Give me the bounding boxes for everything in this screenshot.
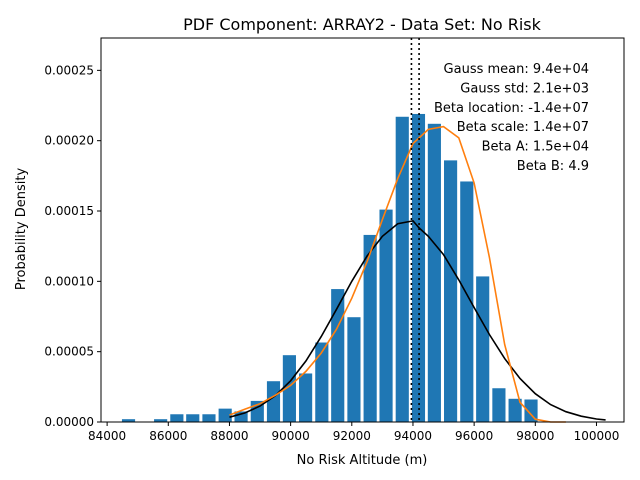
fit-annotation: Beta B: 4.9 — [517, 159, 589, 174]
y-tick-label: 0.00000 — [44, 415, 94, 429]
histogram-bar — [331, 289, 345, 422]
histogram-bar — [315, 342, 329, 422]
histogram-bar — [379, 209, 393, 422]
x-tick-label: 96000 — [455, 429, 493, 443]
histogram-bar — [170, 414, 184, 422]
histogram-bar — [266, 381, 281, 422]
fit-annotation: Beta scale: 1.4e+07 — [457, 120, 589, 135]
fit-annotation: Gauss std: 2.1e+03 — [460, 81, 589, 96]
x-tick-label: 84000 — [88, 429, 126, 443]
histogram-bar — [363, 234, 377, 422]
fit-annotation: Beta A: 1.5e+04 — [482, 140, 589, 155]
histogram-bar — [186, 414, 200, 422]
y-tick-label: 0.00005 — [44, 345, 94, 359]
histogram-bar — [476, 276, 490, 422]
x-tick-label: 94000 — [394, 429, 432, 443]
histogram-bar — [460, 181, 474, 422]
y-axis-label: Probability Density — [14, 168, 29, 291]
x-tick-label: 98000 — [516, 429, 554, 443]
histogram-bar — [234, 411, 248, 422]
histogram-bar — [282, 355, 296, 422]
histogram-bar — [444, 160, 458, 422]
beta-curve — [229, 125, 566, 423]
histogram-bar — [299, 373, 313, 422]
x-tick-label: 100000 — [574, 429, 620, 443]
histogram-bar — [524, 399, 538, 422]
y-tick-label: 0.00025 — [44, 63, 94, 77]
plot-area: 84000 86000 88000 90000 92000 94000 96000 98000… — [44, 37, 625, 443]
x-tick-label: 90000 — [272, 429, 310, 443]
x-tick-label: 86000 — [149, 429, 187, 443]
x-axis-label: No Risk Altitude (m) — [297, 453, 428, 468]
gauss-curve — [229, 220, 606, 421]
x-tick-label: 88000 — [210, 429, 248, 443]
chart-title: PDF Component: ARRAY2 - Data Set: No Ris… — [183, 15, 542, 34]
histogram-bar — [218, 408, 232, 422]
fit-annotation: Beta location: -1.4e+07 — [434, 101, 589, 116]
y-tick-label: 0.00020 — [44, 134, 94, 148]
histogram-bar — [508, 398, 522, 422]
histogram-bar — [202, 414, 216, 422]
histogram-bar — [411, 113, 426, 422]
y-tick-label: 0.00015 — [44, 204, 94, 218]
y-tick-label: 0.00010 — [44, 274, 94, 288]
x-tick-label: 92000 — [333, 429, 371, 443]
histogram-bar — [427, 123, 441, 423]
histogram-bar — [492, 388, 506, 422]
histogram-bar — [347, 317, 361, 422]
histogram-bar — [395, 116, 409, 423]
axes-frame — [100, 37, 625, 423]
histogram-bar — [121, 419, 136, 422]
fit-annotation: Gauss mean: 9.4e+04 — [444, 62, 589, 77]
histogram-bar — [154, 419, 168, 422]
